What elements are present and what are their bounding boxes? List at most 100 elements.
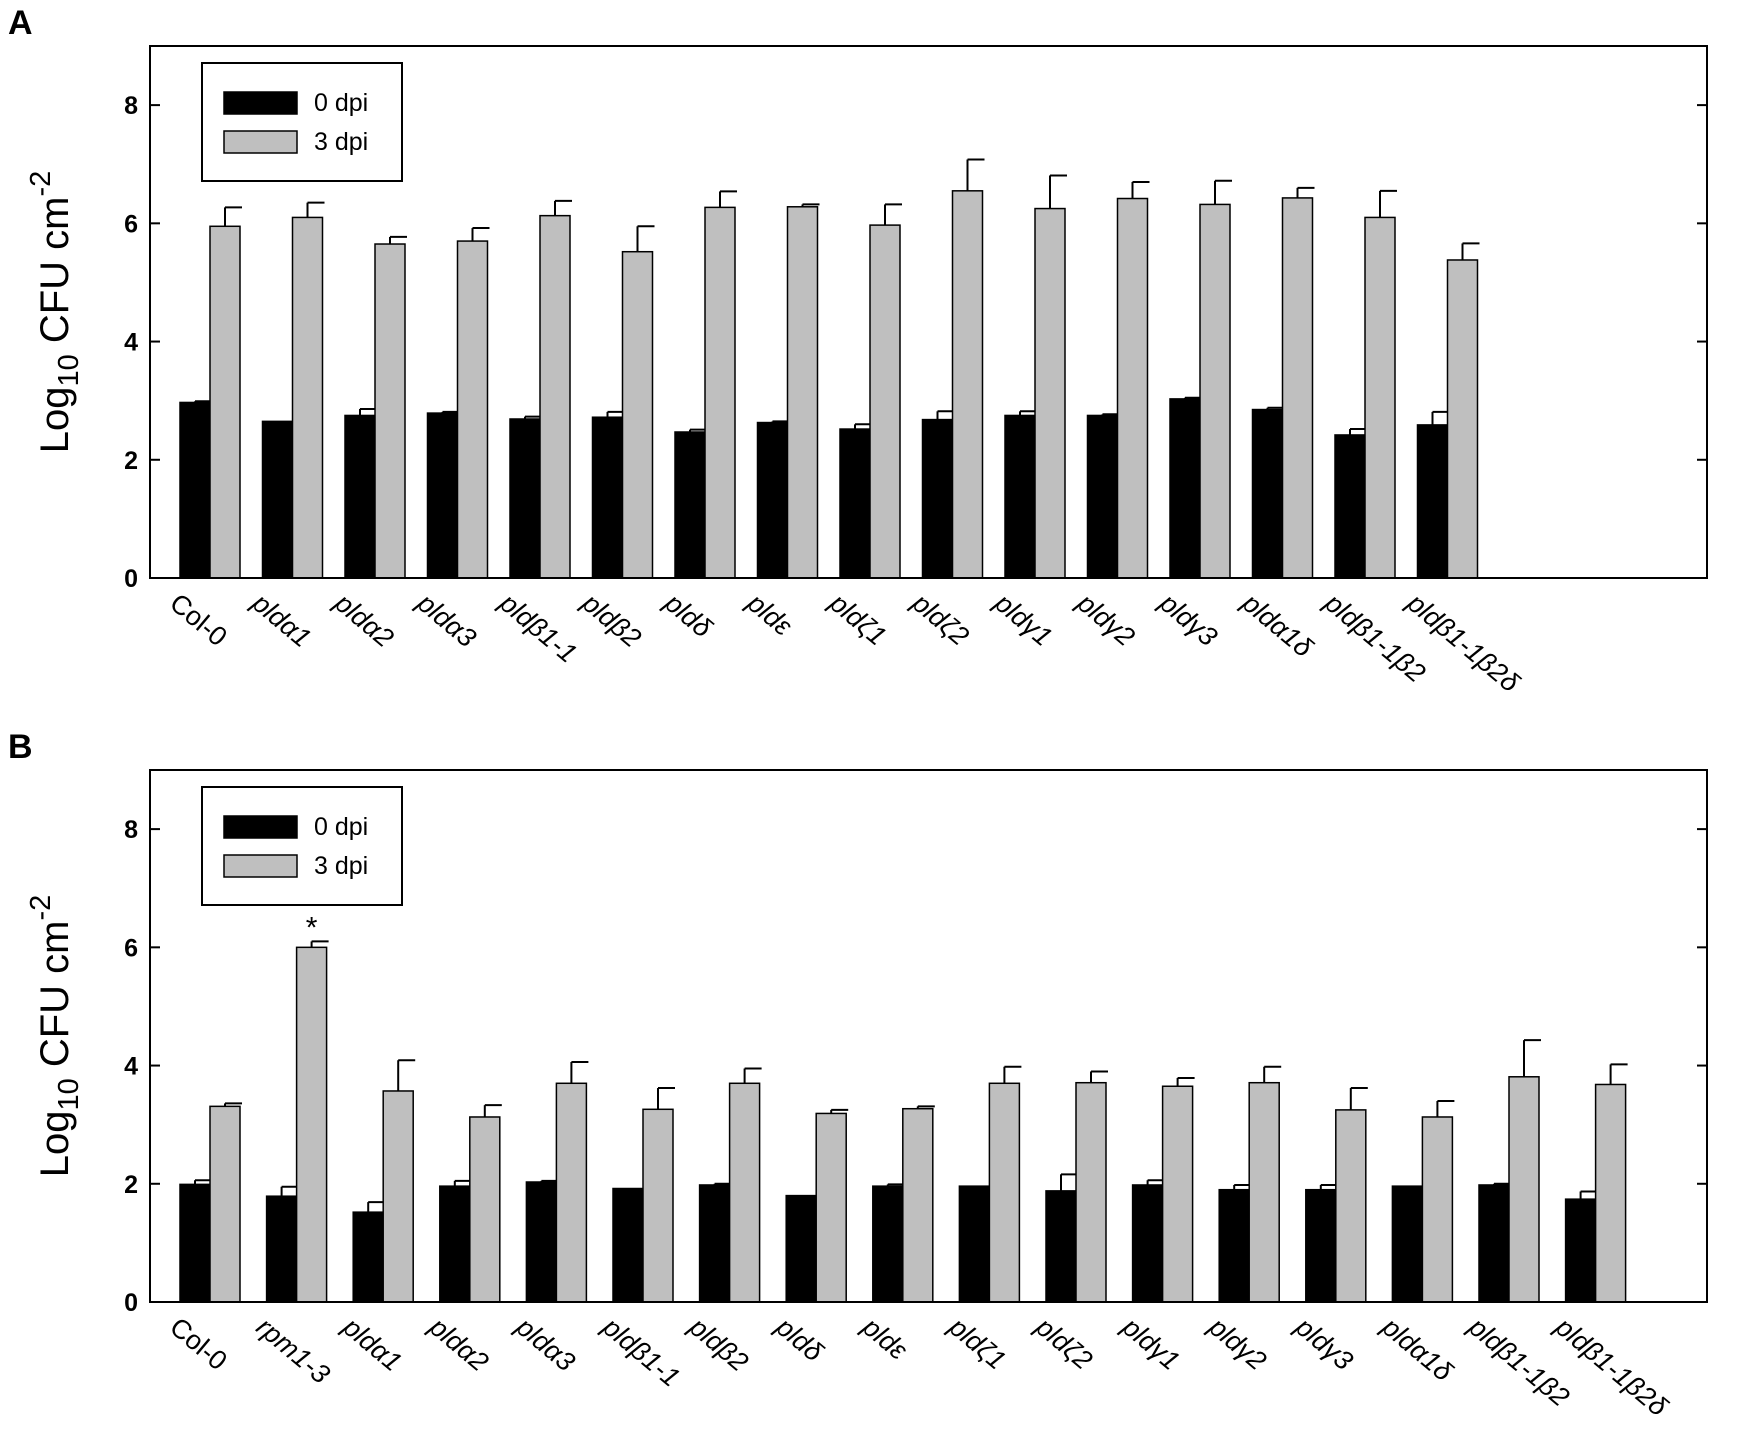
x-tick-label: Col-0 — [164, 588, 233, 652]
legend: 0 dpi 3 dpi — [201, 62, 403, 182]
legend-swatch-0dpi — [223, 91, 298, 115]
bar-3-dpi-pldbeta2 — [728, 1082, 761, 1303]
legend-swatch-3dpi — [223, 130, 298, 154]
bar-3-dpi-pldbeta1-1beta2delta — [1594, 1083, 1627, 1303]
bar-0-dpi-pldbeta1-1beta2delta — [1564, 1198, 1597, 1303]
plot-frame — [149, 45, 1708, 579]
y-tick-label: 4 — [124, 329, 138, 357]
x-tick-label: pldα2 — [423, 1311, 494, 1377]
x-tick-label: pldγ3 — [1289, 1311, 1358, 1376]
x-tick-label: pldα2 — [328, 587, 399, 653]
legend-label-3dpi: 3 dpi — [314, 128, 368, 156]
bar-0-dpi-pldalpha2 — [439, 1185, 471, 1303]
x-tick-label: pldβ2 — [683, 1311, 754, 1377]
x-tick-label: pldζ1 — [823, 587, 892, 651]
y-tick-label: 8 — [124, 92, 138, 120]
bar-0-dpi-pldgamma1 — [1004, 414, 1036, 579]
bar-0-dpi-pldbeta1-1beta2delta — [1416, 424, 1449, 579]
bar-3-dpi-plddelta — [704, 206, 736, 579]
bar-3-dpi-pldgamma1 — [1034, 207, 1066, 579]
bar-3-dpi-pldalpha1 — [382, 1090, 414, 1303]
x-tick-label: pldδ — [658, 587, 718, 644]
x-tick-label: pldζ2 — [906, 587, 975, 651]
y-tick-label: 6 — [124, 210, 138, 238]
bar-3-dpi-pldzeta1 — [988, 1082, 1021, 1303]
bar-3-dpi-pldalpha3 — [555, 1082, 588, 1303]
bar-3-dpi-rpm1-3 — [295, 946, 328, 1303]
bar-0-dpi-pldalpha1delta — [1391, 1185, 1424, 1303]
x-tick-label: pldδ — [770, 1311, 830, 1368]
legend-box — [201, 786, 403, 906]
bar-0-dpi-pldalpha3 — [426, 412, 459, 579]
plot-frame — [149, 769, 1708, 1303]
bar-3-dpi-pldbeta2 — [621, 250, 654, 579]
legend: 0 dpi 3 dpi — [201, 786, 403, 906]
bar-0-dpi-plddelta — [674, 431, 706, 579]
x-tick-label: pldα1 — [337, 1311, 408, 1377]
bar-3-dpi-pldalpha1delta — [1421, 1116, 1454, 1303]
bar-0-dpi-pldbeta2 — [698, 1184, 731, 1303]
x-tick-label: pldβ1-1 — [596, 1311, 685, 1393]
y-axis-label: Log10 CFU cm-2 — [25, 171, 85, 454]
y-tick-label: 6 — [124, 934, 138, 962]
bar-0-dpi-pldzeta1 — [839, 428, 871, 579]
bar-0-dpi-pldbeta1-1beta2 — [1334, 434, 1366, 579]
x-tick-label: pldγ3 — [1153, 587, 1222, 652]
bar-3-dpi-pldalpha1 — [291, 216, 324, 579]
y-tick-label: 2 — [124, 1171, 138, 1199]
x-tick-label: pldγ1 — [1116, 1311, 1185, 1376]
legend-swatch-3dpi — [223, 854, 298, 878]
bar-3-dpi-pldbeta1-1 — [642, 1108, 674, 1303]
x-tick-label: pldγ1 — [988, 587, 1057, 652]
bar-0-dpi-rpm1-3 — [265, 1195, 298, 1303]
bar-0-dpi-pldalpha1delta — [1251, 408, 1284, 579]
x-tick-label: pldγ2 — [1203, 1311, 1272, 1376]
legend-box — [201, 62, 403, 182]
bar-0-dpi-pldepsilon — [872, 1185, 904, 1303]
bar-0-dpi-pldgamma3 — [1305, 1188, 1337, 1303]
bar-3-dpi-pldepsilon — [902, 1107, 934, 1303]
y-tick-label: 4 — [124, 1053, 138, 1081]
y-axis-label: Log10 CFU cm-2 — [25, 895, 85, 1178]
bar-3-dpi-pldgamma3 — [1335, 1109, 1367, 1303]
bar-0-dpi-pldepsilon — [756, 421, 789, 579]
x-tick-label: pldα1δ — [1236, 587, 1319, 664]
x-tick-label: pldε — [856, 1311, 914, 1366]
bar-3-dpi-pldbeta1-1 — [539, 214, 571, 579]
bar-3-dpi-pldgamma2 — [1248, 1081, 1280, 1303]
bar-3-dpi-pldgamma1 — [1161, 1085, 1194, 1303]
bar-0-dpi-pldbeta1-1 — [612, 1187, 644, 1303]
bar-3-dpi-pldzeta1 — [869, 224, 901, 579]
bar-0-dpi-pldzeta2 — [921, 418, 954, 579]
x-tick-label: pldγ2 — [1071, 587, 1140, 652]
bar-0-dpi-pldgamma2 — [1086, 414, 1119, 579]
bar-0-dpi-pldalpha2 — [344, 414, 376, 579]
y-tick-label: 0 — [124, 565, 138, 593]
bar-0-dpi-pldalpha1 — [261, 420, 294, 579]
bar-3-dpi-pldgamma3 — [1199, 203, 1231, 579]
bar-0-dpi-col-0 — [179, 1183, 211, 1303]
bar-3-dpi-pldzeta2 — [1075, 1081, 1107, 1303]
bar-0-dpi-pldbeta2 — [591, 416, 624, 579]
bar-3-dpi-pldalpha1delta — [1281, 197, 1314, 579]
bar-3-dpi-col-0 — [209, 225, 241, 579]
bar-0-dpi-pldbeta1-1beta2 — [1478, 1184, 1510, 1303]
bar-0-dpi-pldgamma2 — [1218, 1188, 1250, 1303]
bar-0-dpi-pldgamma3 — [1169, 398, 1201, 579]
bar-0-dpi-plddelta — [785, 1194, 817, 1303]
bar-0-dpi-pldzeta2 — [1045, 1190, 1077, 1303]
bar-3-dpi-pldalpha2 — [469, 1116, 501, 1303]
x-tick-label: pldα1 — [246, 587, 317, 653]
bar-3-dpi-pldalpha3 — [456, 240, 489, 579]
bar-3-dpi-plddelta — [815, 1112, 847, 1303]
x-tick-label: pldα1δ — [1376, 1311, 1459, 1388]
legend-swatch-0dpi — [223, 815, 298, 839]
x-tick-label: pldζ1 — [943, 1311, 1012, 1375]
bar-3-dpi-pldzeta2 — [951, 190, 984, 579]
bar-3-dpi-col-0 — [209, 1105, 241, 1303]
panel-letter-a: A — [8, 4, 33, 42]
legend-label-0dpi: 0 dpi — [314, 89, 368, 117]
